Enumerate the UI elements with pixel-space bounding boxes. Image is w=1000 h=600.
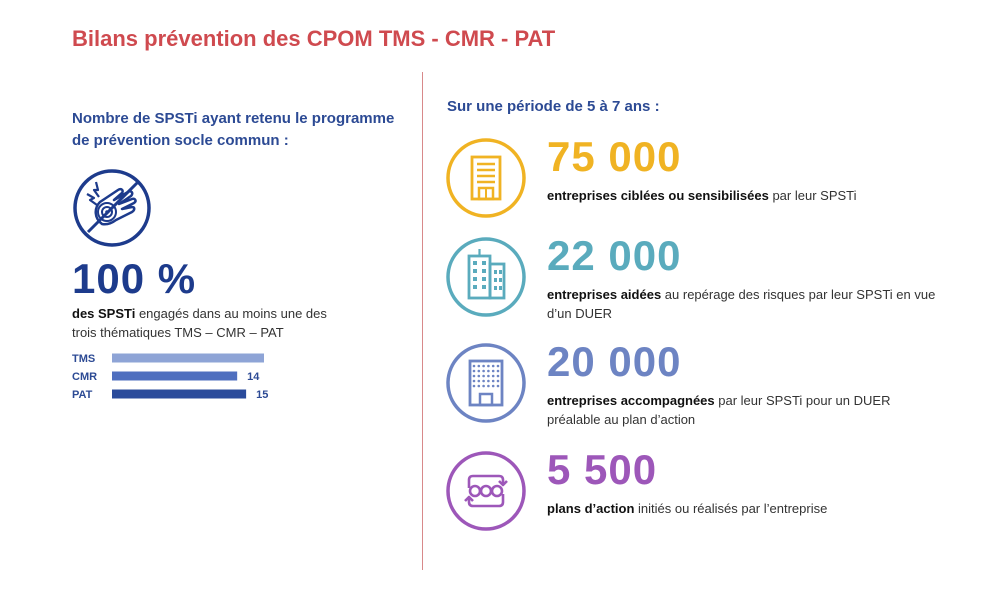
stat-description-bold: entreprises accompagnées [547, 393, 715, 408]
stat-description: entreprises ciblées ou sensibilisées par… [547, 187, 947, 206]
stat-description-rest: initiés ou réalisés par l’entreprise [634, 501, 828, 516]
spsti-description-bold: des SPSTi [72, 306, 136, 321]
stat-description-bold: plans d’action [547, 501, 635, 516]
bar-value-label: 15 [256, 389, 268, 401]
office-buildings-icon [446, 237, 526, 317]
hand-vibration-icon [73, 169, 151, 247]
stat-value: 75 000 [547, 133, 682, 180]
stat-description-rest: par leur SPSTi pour un DUER préalable au… [547, 393, 891, 427]
spsti-heading: Nombre de SPSTi ayant retenu le programm… [72, 110, 395, 149]
stat-value: 22 000 [547, 232, 682, 279]
period-heading: Sur une période de 5 à 7 ans : [447, 98, 660, 115]
bar-cmr [112, 371, 238, 381]
bar-category-label: TMS [72, 353, 95, 365]
spsti-description: des SPSTi engagés dans au moins une des … [72, 305, 352, 343]
stat-assisted: 22 000 entreprises aidées au repérage de… [445, 232, 965, 336]
stat-value: 20 000 [547, 338, 682, 385]
office-facade-icon [446, 343, 526, 423]
bar-pat [112, 389, 247, 399]
stat-action-plans: 5 500 plans d’action initiés ou réalisés… [445, 446, 965, 550]
spsti-description-rest: engagés dans au moins une des trois thém… [72, 306, 327, 340]
spsti-percentage: 100 % [72, 255, 197, 302]
stat-description-rest: par leur SPSTi [768, 188, 857, 203]
page-title: Bilans prévention des CPOM TMS - CMR - P… [72, 26, 556, 51]
bar-category-label: PAT [72, 389, 93, 401]
stat-description: entreprises accompagnées par leur SPSTi … [547, 392, 947, 430]
theme-bar-chart: TMS17CMR14PAT15 [72, 353, 268, 401]
action-cycle-icon [446, 451, 526, 531]
stat-description-rest: au repérage des risques par leur SPSTi e… [547, 287, 936, 321]
stat-targeted: 75 000 entreprises ciblées ou sensibilis… [445, 133, 965, 237]
bar-value-label: 14 [247, 371, 260, 383]
stat-supported: 20 000 entreprises accompagnées par leur… [445, 338, 965, 442]
bar-category-label: CMR [72, 371, 97, 383]
stat-description-bold: entreprises ciblées ou sensibilisées [547, 188, 769, 203]
column-divider [422, 72, 423, 570]
bar-tms [112, 353, 264, 363]
stat-value: 5 500 [547, 446, 658, 493]
stat-description-bold: entreprises aidées [547, 287, 662, 302]
stat-description: entreprises aidées au repérage des risqu… [547, 286, 947, 324]
building-icon [446, 138, 526, 218]
stat-description: plans d’action initiés ou réalisés par l… [547, 500, 947, 519]
